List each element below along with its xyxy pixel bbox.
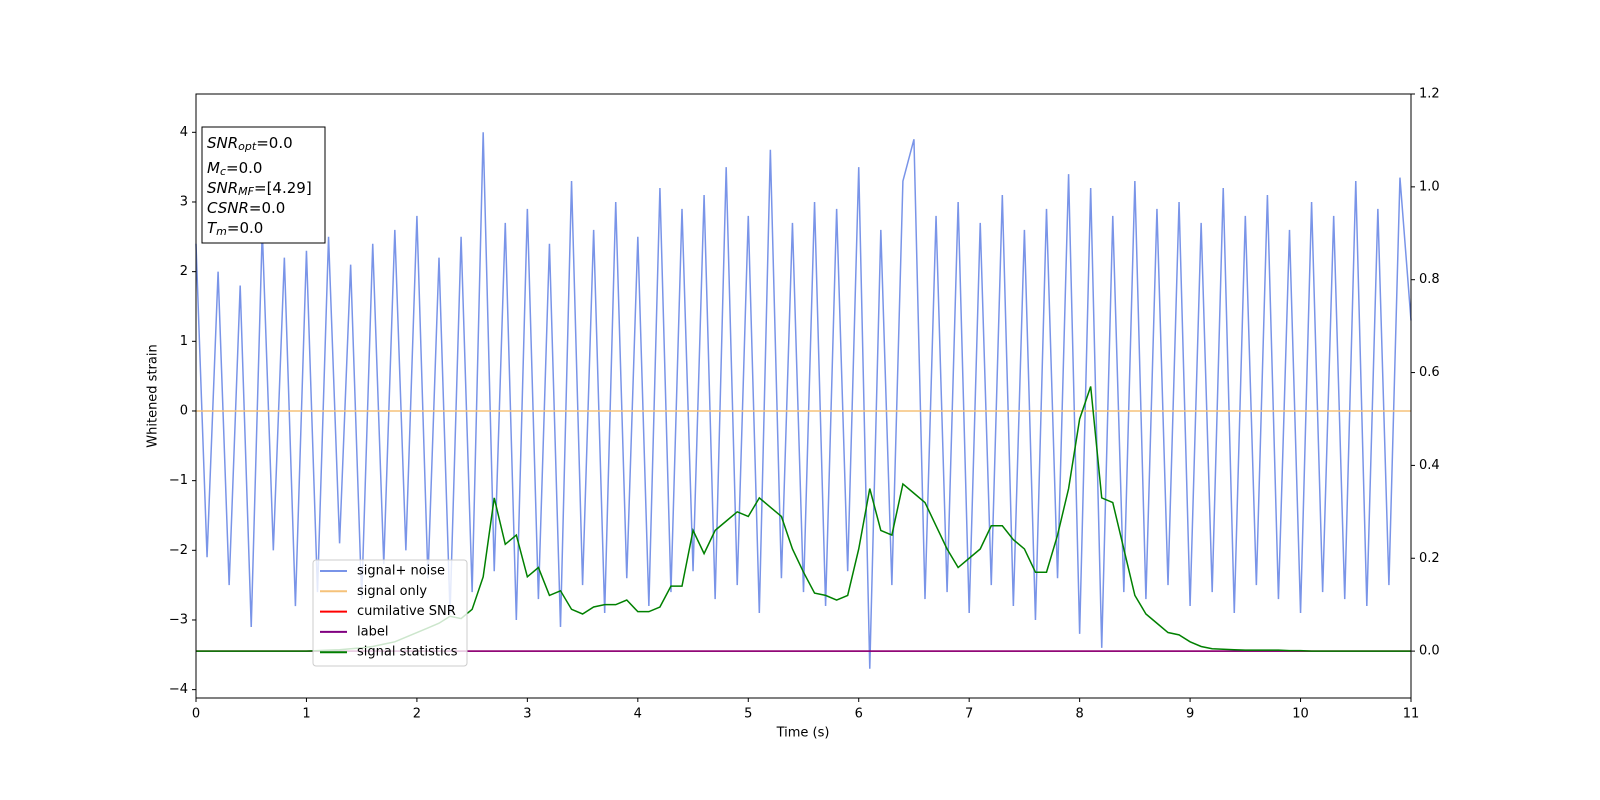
- annotation-line: Tm=0.0: [207, 219, 263, 239]
- legend-label: cumilative SNR: [357, 604, 456, 619]
- annotation-symbol: T: [207, 219, 218, 237]
- x-tick-label: 1: [302, 707, 310, 722]
- annotation-value: =0.0: [227, 219, 263, 237]
- y-tick-label: 0: [180, 403, 188, 418]
- annotation-symbol: CSNR: [207, 199, 249, 217]
- y-tick-label: −2: [169, 543, 188, 558]
- legend-label: signal only: [357, 584, 427, 599]
- annotation-value: =0.0: [256, 134, 292, 152]
- x-tick-label: 4: [634, 707, 642, 722]
- annotation-symbol: M: [207, 159, 220, 177]
- y2-tick-label: 1.2: [1419, 87, 1440, 102]
- annotation-symbol: SNR: [207, 179, 238, 197]
- annotation-box: SNRopt=0.0Mc=0.0SNRMF=[4.29]CSNR=0.0Tm=0…: [201, 126, 326, 244]
- annotation-value: =[4.29]: [254, 179, 312, 197]
- y2-tick-label: 0.4: [1419, 458, 1440, 473]
- legend-frame: [312, 559, 468, 667]
- annotation-subscript: MF: [238, 185, 254, 198]
- x-axis-label: Time (s): [776, 726, 830, 741]
- x-tick-label: 3: [523, 707, 531, 722]
- legend-label: signal+ noise: [357, 564, 445, 579]
- y2-tick-label: 0.0: [1419, 644, 1440, 659]
- y-tick-label: 2: [180, 264, 188, 279]
- legend: signal+ noise signal only cumilative SNR la…: [312, 559, 468, 667]
- legend-label: label: [357, 624, 388, 639]
- x-tick-label: 9: [1186, 707, 1194, 722]
- y-tick-label: 1: [180, 334, 188, 349]
- x-tick-label: 5: [744, 707, 752, 722]
- annotation-line: SNRopt=0.0: [207, 134, 293, 154]
- annotation-frame: [201, 126, 326, 244]
- annotation-subscript: m: [216, 225, 227, 238]
- y-tick-label: −3: [169, 612, 188, 627]
- annotation-symbol: SNR: [207, 134, 238, 152]
- annotation-subscript: c: [220, 165, 226, 178]
- annotation-line: CSNR=0.0: [207, 199, 285, 217]
- y-tick-label: 3: [180, 194, 188, 209]
- x-tick-label: 11: [1403, 707, 1420, 722]
- y-tick-label: 4: [180, 125, 188, 140]
- annotation-subscript: opt: [238, 140, 257, 153]
- y-tick-label: −4: [169, 682, 188, 697]
- x-tick-label: 10: [1292, 707, 1309, 722]
- series-line: [195, 132, 1412, 669]
- x-tick-label: 6: [855, 707, 863, 722]
- x-tick-label: 0: [192, 707, 200, 722]
- y2-tick-label: 0.6: [1419, 365, 1440, 380]
- annotation-value: =0.0: [249, 199, 285, 217]
- x-tick-label: 8: [1075, 707, 1083, 722]
- y-axis-label: Whitened strain: [146, 344, 161, 447]
- annotation-value: =0.0: [226, 159, 262, 177]
- annotation-line: Mc=0.0: [207, 159, 262, 179]
- axes-frame: [195, 93, 1412, 699]
- y2-tick-label: 0.8: [1419, 272, 1440, 287]
- y2-tick-label: 1.0: [1419, 179, 1440, 194]
- annotation-line: SNRMF=[4.29]: [207, 179, 312, 199]
- y2-tick-label: 0.2: [1419, 551, 1440, 566]
- legend-label: signal statistics: [357, 645, 458, 660]
- x-tick-label: 7: [965, 707, 973, 722]
- x-tick-label: 2: [413, 707, 421, 722]
- y-tick-label: −1: [169, 473, 188, 488]
